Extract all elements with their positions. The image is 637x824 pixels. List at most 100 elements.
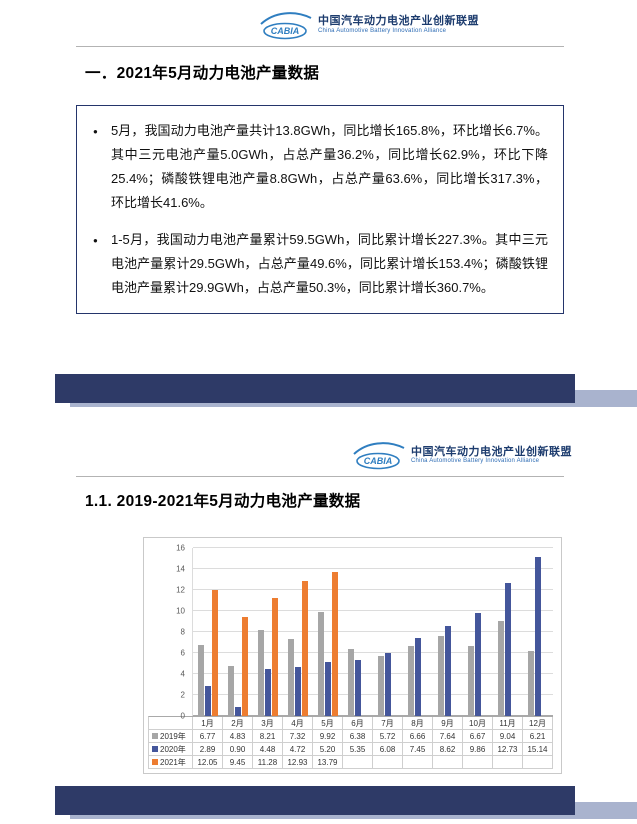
header-divider <box>76 46 564 47</box>
page-2: CABIA 中国汽车动力电池产业创新联盟 China Automotive Ba… <box>0 412 637 824</box>
value-cell: 8.62 <box>433 743 463 757</box>
month-label: 10月 <box>463 717 493 731</box>
month-label: 12月 <box>523 717 553 731</box>
bar-group <box>223 548 253 717</box>
chart-plot-row: 0 2 4 6 8 10 12 14 16 <box>148 544 553 721</box>
page-header: CABIA 中国汽车动力电池产业创新联盟 China Automotive Ba… <box>0 412 637 474</box>
gridline <box>193 547 553 549</box>
bar <box>535 557 541 717</box>
bullet-item: ● 1-5月，我国动力电池产量累计59.5GWh，同比累计增长227.3%。其中三… <box>92 228 548 300</box>
bar <box>228 665 234 717</box>
series-name: 2021年 <box>160 757 186 767</box>
bar <box>415 638 421 717</box>
value-cell: 4.48 <box>253 743 283 757</box>
series-label: 2021年 <box>149 756 193 770</box>
y-tick-label: 16 <box>176 543 185 553</box>
bar <box>475 612 481 717</box>
value-cell: 4.72 <box>283 743 313 757</box>
bar <box>318 612 324 717</box>
value-cell: 5.35 <box>343 743 373 757</box>
page-title: 一．2021年5月动力电池产量数据 <box>85 65 320 82</box>
bar-group <box>373 548 403 717</box>
value-cell: 9.04 <box>493 730 523 744</box>
value-cell: 5.20 <box>313 743 343 757</box>
value-cell: 15.14 <box>523 743 553 757</box>
bar <box>332 571 338 717</box>
series-label: 2020年 <box>149 743 193 757</box>
gridline <box>193 715 553 717</box>
month-label: 3月 <box>253 717 283 731</box>
y-tick-label: 8 <box>180 627 185 637</box>
value-cell: 11.28 <box>253 756 283 770</box>
logo: CABIA 中国汽车动力电池产业创新联盟 China Automotive Ba… <box>353 440 572 470</box>
y-tick-label: 2 <box>180 690 185 700</box>
bar <box>438 636 444 717</box>
bar-group <box>433 548 463 717</box>
value-cell <box>343 756 373 770</box>
value-cell: 6.21 <box>523 730 553 744</box>
value-cell: 2.89 <box>193 743 223 757</box>
legend-swatch <box>152 746 158 753</box>
value-cell <box>373 756 403 770</box>
month-label: 1月 <box>193 717 223 731</box>
month-label: 8月 <box>403 717 433 731</box>
bar-group <box>493 548 523 717</box>
bar <box>212 589 218 717</box>
cabia-logo-icon: CABIA <box>260 12 312 40</box>
value-cell: 6.67 <box>463 730 493 744</box>
y-tick-label: 12 <box>176 585 185 595</box>
org-name-cn: 中国汽车动力电池产业创新联盟 <box>411 445 572 458</box>
series-name: 2020年 <box>160 744 186 754</box>
bar-group <box>193 548 223 717</box>
bar <box>295 666 301 717</box>
bullet-text: 5月，我国动力电池产量共计13.8GWh，同比增长165.8%，环比增长6.7%… <box>111 123 548 211</box>
bar-group <box>523 548 553 717</box>
page-footer <box>0 374 637 412</box>
page-1: CABIA 中国汽车动力电池产业创新联盟 China Automotive Ba… <box>0 0 637 412</box>
bullet-item: ● 5月，我国动力电池产量共计13.8GWh，同比增长165.8%，环比增长6.7… <box>92 119 548 215</box>
value-cell: 6.66 <box>403 730 433 744</box>
bar-group <box>463 548 493 717</box>
y-axis: 0 2 4 6 8 10 12 14 16 <box>148 544 192 721</box>
bar <box>498 621 504 717</box>
bar <box>242 617 248 717</box>
value-cell: 7.32 <box>283 730 313 744</box>
value-cell: 6.77 <box>193 730 223 744</box>
bar <box>348 649 354 717</box>
logo-text: CABIA <box>271 26 300 36</box>
bar-group <box>403 548 433 717</box>
series-label: 2019年 <box>149 730 193 744</box>
gridline <box>193 610 553 612</box>
bar <box>198 645 204 717</box>
bar-group <box>313 548 343 717</box>
chart: 0 2 4 6 8 10 12 14 16 1月 2月 3月 4月 5月 6月 7月 8月 9月 10月 11月 12… <box>143 537 562 775</box>
month-label: 4月 <box>283 717 313 731</box>
gridline <box>193 568 553 570</box>
month-label: 2月 <box>223 717 253 731</box>
gridline <box>193 631 553 633</box>
bar <box>302 580 308 717</box>
bar <box>528 651 534 717</box>
bar <box>288 639 294 717</box>
page-header: CABIA 中国汽车动力电池产业创新联盟 China Automotive Ba… <box>0 0 637 44</box>
value-cell: 6.38 <box>343 730 373 744</box>
value-cell: 9.86 <box>463 743 493 757</box>
gridline <box>193 589 553 591</box>
footer-main-bar <box>55 374 575 404</box>
bar <box>235 706 241 717</box>
bullet-text: 1-5月，我国动力电池产量累计59.5GWh，同比累计增长227.3%。其中三元… <box>111 232 548 296</box>
value-cell: 4.83 <box>223 730 253 744</box>
value-cell: 0.90 <box>223 743 253 757</box>
legend-swatch <box>152 733 158 740</box>
logo: CABIA 中国汽车动力电池产业创新联盟 China Automotive Ba… <box>260 10 479 40</box>
bar <box>468 646 474 717</box>
value-cell: 13.79 <box>313 756 343 770</box>
y-tick-label: 14 <box>176 564 185 574</box>
bar-group <box>253 548 283 717</box>
bar <box>505 582 511 717</box>
bar <box>265 669 271 717</box>
bar <box>408 646 414 717</box>
y-tick-label: 0 <box>180 711 185 721</box>
gridline <box>193 652 553 654</box>
gridline <box>193 694 553 696</box>
